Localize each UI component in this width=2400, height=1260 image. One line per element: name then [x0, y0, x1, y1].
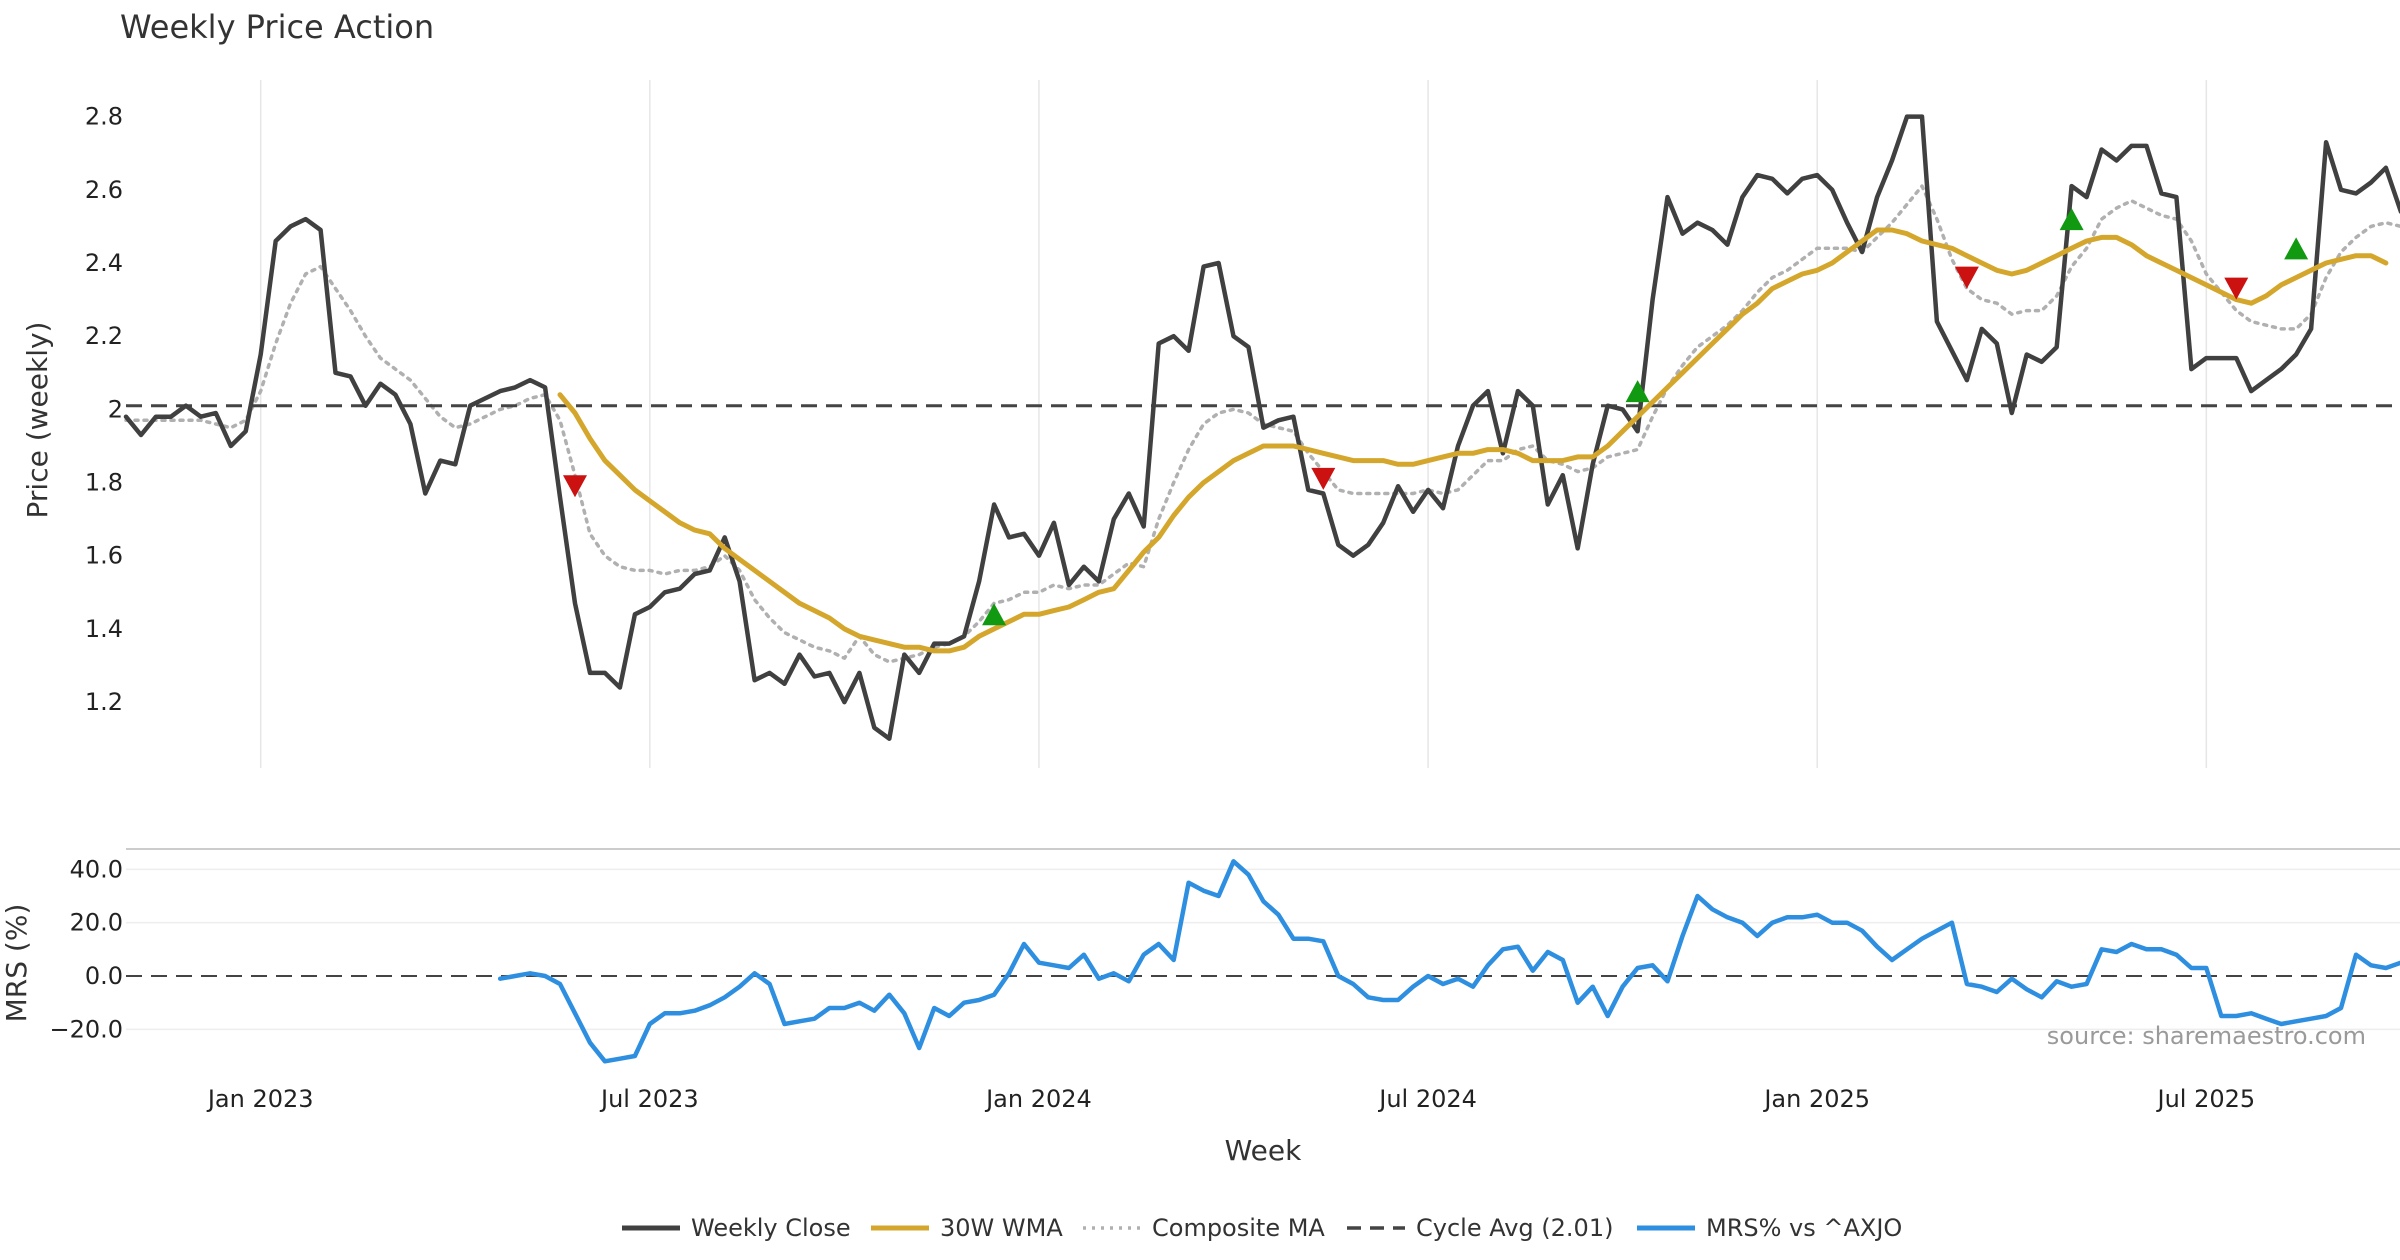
legend-label: Weekly Close	[691, 1214, 851, 1242]
buy-signal-marker	[1625, 380, 1650, 403]
x-tick-label: Jul 2023	[599, 1085, 699, 1113]
x-axis-ticks: Jan 2023 Jul 2023 Jan 2024 Jul 2024 Jan 2025…	[206, 1085, 2255, 1113]
mrs-y-tick-label: 0.0	[85, 962, 123, 990]
price-y-tick-label: 2.8	[85, 103, 123, 131]
buy-signal-marker	[2059, 208, 2084, 231]
buy-signal-marker	[982, 603, 1007, 626]
mrs-series	[497, 859, 2400, 1064]
sell-signal-marker	[1954, 266, 1979, 289]
price-y-tick-label: 1.8	[85, 469, 123, 497]
legend: Weekly Close 30W WMA Composite MA Cycle Avg…	[622, 1214, 1902, 1242]
price-y-tick-label: 1.2	[85, 688, 123, 716]
price-y-tick-label: 2.2	[85, 322, 123, 350]
mrs-grid	[126, 868, 2400, 1031]
price-y-ticks: 1.2 1.4 1.6 1.8 2 2.2 2.4 2.6 2.8	[85, 103, 123, 717]
x-tick-label: Jan 2024	[984, 1085, 1092, 1113]
legend-label: MRS% vs ^AXJO	[1706, 1214, 1902, 1242]
weekly-close-line	[123, 114, 2400, 741]
buy-signal-marker	[2284, 237, 2309, 260]
legend-label: Cycle Avg (2.01)	[1416, 1214, 1613, 1242]
source-credit: source: sharemaestro.com	[2047, 1022, 2366, 1050]
sell-signal-marker	[2224, 277, 2249, 300]
x-tick-label: Jan 2025	[1762, 1085, 1870, 1113]
legend-label: Composite MA	[1152, 1214, 1325, 1242]
x-tick-label: Jul 2024	[1377, 1085, 1477, 1113]
price-y-axis-label: Price (weekly)	[21, 322, 54, 519]
price-markers	[562, 208, 2309, 626]
mrs-panel: −20.0 0.0 20.0 40.0 MRS (%) source: sharema…	[0, 848, 2400, 1064]
mrs-y-ticks: −20.0 0.0 20.0 40.0	[49, 855, 123, 1043]
mrs-y-tick-label: 20.0	[70, 909, 123, 937]
mrs-y-tick-label: −20.0	[49, 1015, 123, 1043]
x-tick-label: Jul 2025	[2155, 1085, 2255, 1113]
legend-label: 30W WMA	[940, 1214, 1063, 1242]
sell-signal-marker	[1311, 467, 1336, 490]
mrs-y-tick-label: 40.0	[70, 855, 123, 883]
price-y-tick-label: 1.4	[85, 615, 123, 643]
price-y-tick-label: 2.4	[85, 249, 123, 277]
price-y-tick-label: 1.6	[85, 542, 123, 570]
price-series	[123, 114, 2400, 741]
price-panel: 1.2 1.4 1.6 1.8 2 2.2 2.4 2.6 2.8 Price (weekly)	[21, 80, 2400, 768]
price-y-tick-label: 2.6	[85, 176, 123, 204]
sell-signal-marker	[562, 475, 587, 498]
mrs-vs-axjo-line	[497, 859, 2400, 1064]
price-grid	[259, 80, 2208, 768]
30w-wma-line	[557, 227, 2389, 654]
x-tick-label: Jan 2023	[206, 1085, 314, 1113]
x-axis-label: Week	[1225, 1134, 1302, 1167]
price-y-tick-label: 2	[108, 395, 123, 423]
chart-title: Weekly Price Action	[120, 8, 434, 46]
mrs-y-axis-label: MRS (%)	[0, 904, 33, 1023]
